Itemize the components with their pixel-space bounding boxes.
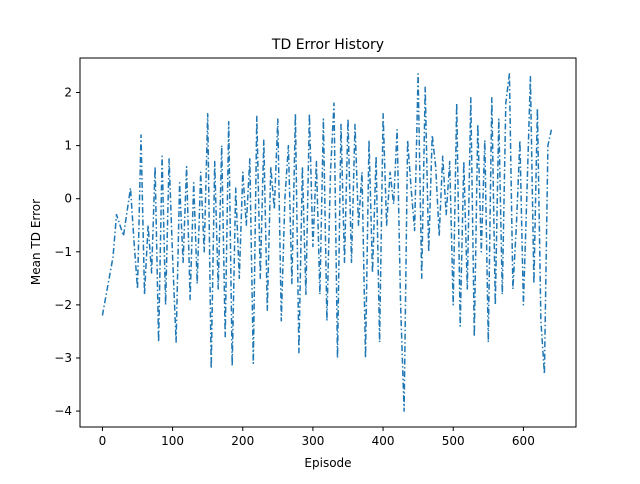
- x-tick-label: 500: [442, 434, 465, 448]
- y-tick-label: −1: [54, 245, 72, 259]
- axes-frame: [79, 57, 577, 428]
- x-tick-label: 100: [161, 434, 184, 448]
- y-tick-label: −2: [54, 298, 72, 312]
- y-axis-label: Mean TD Error: [29, 199, 43, 285]
- y-axis-ticks: −4 −3 −2 −1 0 1 2: [54, 86, 80, 418]
- y-tick-label: 0: [64, 192, 72, 206]
- x-tick-label: 0: [99, 434, 107, 448]
- series-line-0: [101, 73, 553, 412]
- x-axis-ticks: 0 100 200 300 400 500 600: [99, 427, 535, 448]
- y-tick-label: 1: [64, 139, 72, 153]
- plot-area: [101, 73, 553, 412]
- y-tick-label: −3: [54, 351, 72, 365]
- x-tick-label: 300: [301, 434, 324, 448]
- y-tick-label: −4: [54, 404, 72, 418]
- x-axis-label: Episode: [304, 456, 351, 470]
- chart-title: TD Error History: [271, 37, 384, 53]
- x-tick-label: 200: [231, 434, 254, 448]
- x-tick-label: 600: [512, 434, 535, 448]
- x-tick-label: 400: [372, 434, 395, 448]
- y-tick-label: 2: [64, 86, 72, 100]
